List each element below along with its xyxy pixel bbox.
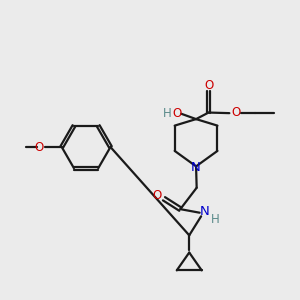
Text: O: O [231, 106, 241, 119]
Text: N: N [191, 161, 201, 174]
Text: O: O [173, 106, 182, 120]
Text: O: O [153, 189, 162, 202]
Text: N: N [200, 205, 210, 218]
Text: O: O [35, 140, 44, 154]
Text: H: H [211, 213, 220, 226]
Text: O: O [204, 79, 213, 92]
Text: H: H [163, 106, 172, 120]
